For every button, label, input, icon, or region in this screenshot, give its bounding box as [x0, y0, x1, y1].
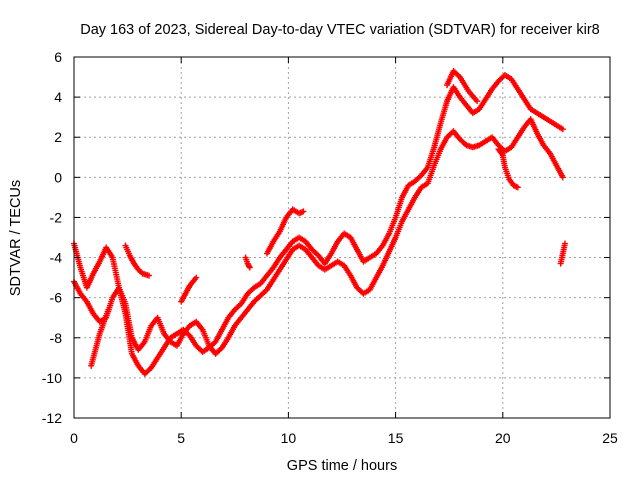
x-tick-label: 5: [177, 430, 185, 446]
chart-title: Day 163 of 2023, Sidereal Day-to-day VTE…: [80, 22, 600, 38]
axis-ticks: 0 5 10 15 20 25 -12 -10 -8 -6 -4 -2 0 2 4 6: [42, 49, 618, 446]
y-tick-label: 2: [54, 129, 62, 145]
y-tick-label: 0: [54, 169, 62, 185]
data-point: [474, 98, 481, 105]
x-tick-label: 15: [388, 430, 404, 446]
y-tick-label: 4: [54, 89, 62, 105]
data-point: [105, 306, 112, 313]
x-tick-label: 0: [70, 430, 78, 446]
x-tick-label: 25: [602, 430, 618, 446]
data-point: [559, 126, 566, 133]
plot-points: [71, 68, 568, 377]
y-tick-label: -8: [50, 330, 63, 346]
data-point: [559, 174, 566, 181]
y-tick-label: -12: [42, 410, 62, 426]
x-tick-label: 20: [495, 430, 511, 446]
data-point: [246, 264, 253, 271]
x-tick-label: 10: [281, 430, 297, 446]
data-point: [561, 240, 568, 247]
data-point: [514, 184, 521, 191]
y-tick-label: -4: [50, 250, 63, 266]
series-group: [88, 68, 568, 369]
plot-frame: [73, 56, 611, 419]
y-tick-label: -6: [50, 290, 63, 306]
y-axis-label: SDTVAR / TECUs: [8, 180, 24, 296]
data-point: [300, 208, 307, 215]
y-tick-label: 6: [54, 49, 62, 65]
x-axis-label: GPS time / hours: [287, 458, 397, 474]
data-point: [146, 272, 153, 279]
data-point: [193, 274, 200, 281]
y-tick-label: -10: [42, 370, 62, 386]
series-group: [71, 116, 566, 357]
y-tick-label: -2: [50, 209, 63, 225]
